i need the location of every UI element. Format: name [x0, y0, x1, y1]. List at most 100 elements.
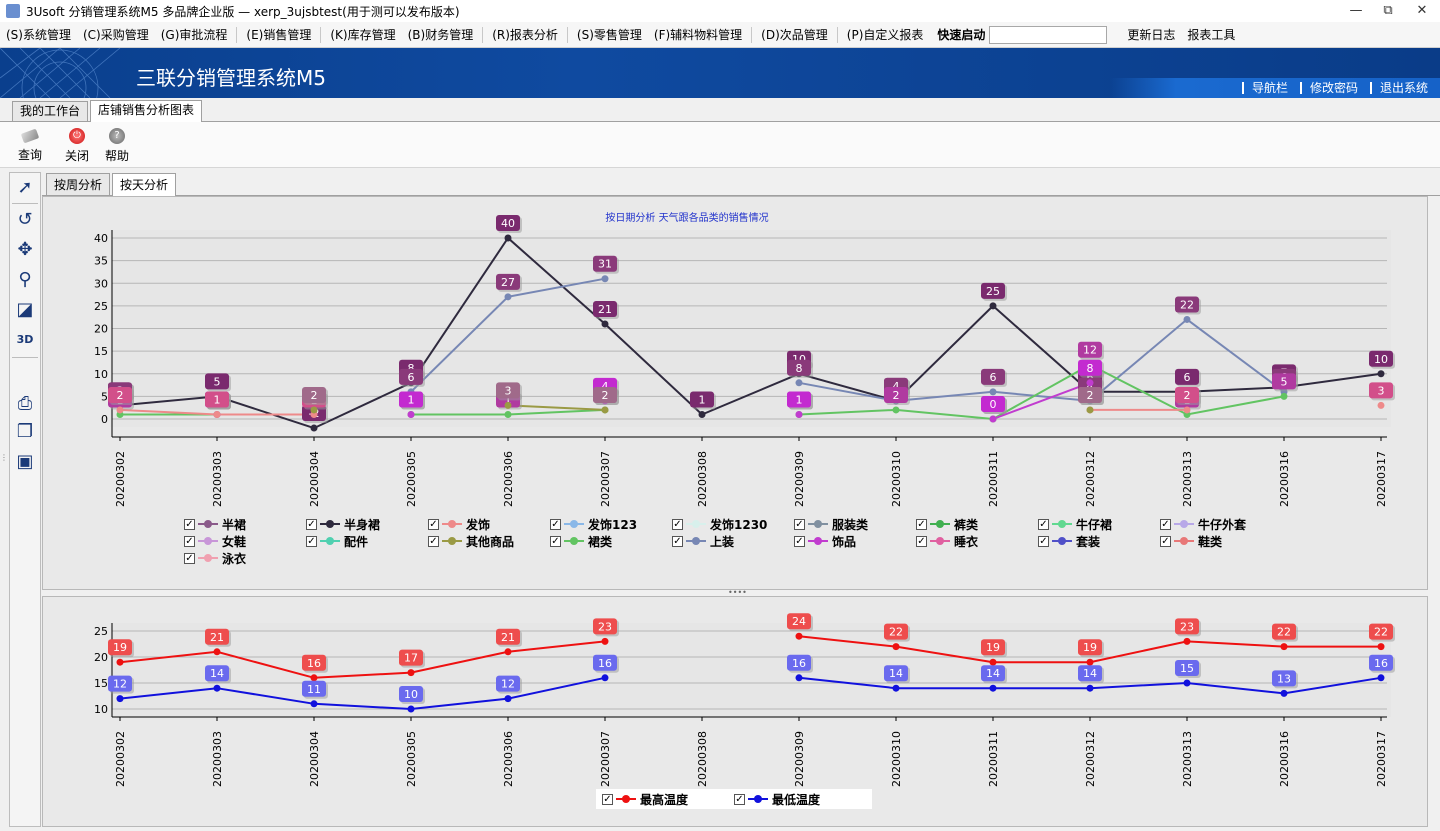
- close-window-button[interactable]: ✕: [1416, 3, 1428, 18]
- menu-defects[interactable]: (D)次品管理: [761, 27, 828, 42]
- legend-item[interactable]: ✓ 裙类: [550, 533, 612, 549]
- data-point: [795, 410, 803, 418]
- legend-checkbox[interactable]: ✓: [1160, 518, 1171, 530]
- legend-item[interactable]: ✓ 最低温度: [734, 791, 820, 807]
- tab-by-week[interactable]: 按周分析: [46, 173, 111, 196]
- minimize-button[interactable]: —: [1349, 3, 1363, 18]
- zoom-icon[interactable]: ⚲: [18, 269, 32, 290]
- tool-separator: [12, 357, 38, 358]
- pointer-icon[interactable]: ➚: [17, 177, 33, 198]
- legend-item[interactable]: ✓ 上装: [672, 533, 734, 549]
- legend-marker: [808, 536, 828, 546]
- logout-link[interactable]: 退出系统: [1369, 82, 1436, 94]
- legend-item[interactable]: ✓ 睡衣: [916, 533, 978, 549]
- legend-item[interactable]: ✓ 服装类: [794, 516, 868, 532]
- legend-item[interactable]: ✓ 配件: [306, 533, 368, 549]
- legend-checkbox[interactable]: ✓: [184, 518, 195, 530]
- help-button[interactable]: ? 帮助: [97, 126, 137, 164]
- menu-purchase[interactable]: (C)采购管理: [82, 27, 149, 42]
- legend-checkbox[interactable]: ✓: [602, 793, 613, 805]
- legend-item[interactable]: ✓ 裤类: [916, 516, 978, 532]
- legend-item[interactable]: ✓ 其他商品: [428, 533, 514, 549]
- legend-checkbox[interactable]: ✓: [428, 518, 439, 530]
- legend-item[interactable]: ✓ 牛仔外套: [1160, 516, 1246, 532]
- side-grip[interactable]: ⋮: [0, 453, 8, 462]
- legend-checkbox[interactable]: ✓: [550, 535, 561, 547]
- 3d-icon[interactable]: 3D: [16, 333, 34, 346]
- data-label-box: [593, 386, 617, 403]
- query-button[interactable]: 查询: [10, 126, 50, 163]
- nav-bar-link[interactable]: 导航栏: [1241, 82, 1296, 94]
- legend-label: 裙类: [588, 534, 613, 549]
- quick-launch-input[interactable]: [989, 25, 1108, 44]
- menu-update-log[interactable]: 更新日志: [1127, 27, 1176, 42]
- legend-checkbox[interactable]: ✓: [306, 518, 317, 530]
- close-button[interactable]: ⏻ 关闭: [57, 126, 97, 164]
- legend-item[interactable]: ✓ 半裙: [184, 516, 246, 532]
- legend-item[interactable]: ✓ 发饰: [428, 516, 490, 532]
- menu-reports[interactable]: (R)报表分析: [492, 27, 558, 42]
- legend-label: 牛仔裙: [1076, 517, 1113, 532]
- panel-splitter[interactable]: ••••: [42, 589, 1428, 597]
- data-label: 31: [598, 258, 612, 271]
- legend-checkbox[interactable]: ✓: [1038, 535, 1049, 547]
- legend-checkbox[interactable]: ✓: [1160, 535, 1171, 547]
- legend-checkbox[interactable]: ✓: [916, 535, 927, 547]
- y-tick-label: 40: [94, 232, 108, 245]
- change-password-link[interactable]: 修改密码: [1299, 82, 1366, 94]
- tab-my-workbench[interactable]: 我的工作台: [12, 101, 89, 122]
- menu-inventory[interactable]: (K)库存管理: [330, 27, 396, 42]
- legend-item[interactable]: ✓ 发饰1230: [672, 516, 767, 532]
- move-icon[interactable]: ✥: [17, 239, 33, 260]
- restore-button[interactable]: ⧉: [1383, 3, 1393, 18]
- legend-item[interactable]: ✓ 泳衣: [184, 550, 246, 566]
- legend-item[interactable]: ✓ 套装: [1038, 533, 1100, 549]
- print-icon[interactable]: ⎙: [17, 393, 33, 414]
- data-label: 2: [1184, 389, 1191, 402]
- copy-icon[interactable]: ❐: [16, 421, 34, 442]
- legend-item[interactable]: ✓ 鞋类: [1160, 533, 1222, 549]
- menu-retail[interactable]: (S)零售管理: [576, 27, 642, 42]
- legend-checkbox[interactable]: ✓: [184, 535, 195, 547]
- data-point: [310, 424, 318, 432]
- legend-checkbox[interactable]: ✓: [550, 518, 561, 530]
- legend-checkbox[interactable]: ✓: [672, 518, 683, 530]
- menu-sales[interactable]: (E)销售管理: [246, 27, 312, 42]
- tab-store-sales-chart[interactable]: 店铺销售分析图表: [90, 100, 203, 123]
- data-label-box: [787, 613, 811, 630]
- menu-approval[interactable]: (G)审批流程: [160, 27, 228, 42]
- menu-report-tools[interactable]: 报表工具: [1187, 27, 1236, 42]
- legend-checkbox[interactable]: ✓: [428, 535, 439, 547]
- legend-marker: [198, 536, 218, 546]
- legend-checkbox[interactable]: ✓: [306, 535, 317, 547]
- legend-item[interactable]: ✓ 半身裙: [306, 516, 380, 532]
- zoom-box-icon[interactable]: ◪: [16, 299, 34, 320]
- y-tick-label: 35: [94, 255, 108, 268]
- legend-checkbox[interactable]: ✓: [672, 535, 683, 547]
- legend-checkbox[interactable]: ✓: [1038, 518, 1049, 530]
- menu-materials[interactable]: (F)辅料物料管理: [653, 27, 743, 42]
- data-label-box: [981, 396, 1005, 412]
- legend-item[interactable]: ✓ 饰品: [794, 533, 856, 549]
- legend-checkbox[interactable]: ✓: [916, 518, 927, 530]
- save-icon[interactable]: ▣: [16, 451, 34, 472]
- tab-by-day[interactable]: 按天分析: [112, 173, 177, 197]
- temperature-chart-legend: ✓ 最高温度 ✓ 最低温度: [596, 789, 872, 809]
- legend-item[interactable]: ✓ 牛仔裙: [1038, 516, 1112, 532]
- legend-checkbox[interactable]: ✓: [184, 552, 195, 564]
- rotate-icon[interactable]: ↺: [17, 209, 33, 230]
- legend-item[interactable]: ✓ 最高温度: [602, 791, 688, 807]
- menu-finance[interactable]: (B)财务管理: [407, 27, 474, 42]
- data-point: [407, 669, 415, 677]
- legend-checkbox[interactable]: ✓: [734, 793, 745, 805]
- data-label-box: [108, 386, 132, 403]
- menu-system[interactable]: (S)系统管理: [6, 27, 71, 42]
- legend-item[interactable]: ✓ 女鞋: [184, 533, 246, 549]
- data-point: [213, 410, 221, 418]
- legend-item[interactable]: ✓ 发饰123: [550, 516, 637, 532]
- legend-marker: [930, 536, 950, 546]
- legend-checkbox[interactable]: ✓: [794, 518, 805, 530]
- menu-custom-reports[interactable]: (P)自定义报表: [846, 27, 924, 42]
- legend-checkbox[interactable]: ✓: [794, 535, 805, 547]
- title-bar: 3Usoft 分销管理系统M5 多品牌企业版 — xerp_3ujsbtest(…: [0, 0, 1440, 22]
